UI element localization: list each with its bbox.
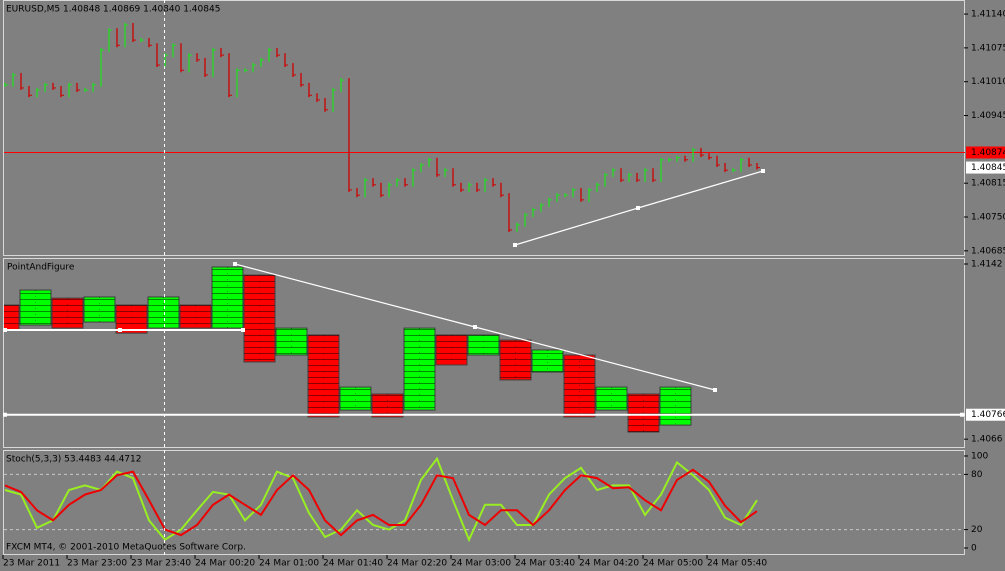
pnf-column-boxes bbox=[244, 275, 275, 362]
y-tick-label: 1.40685 bbox=[971, 246, 1005, 256]
trend-handle[interactable] bbox=[513, 243, 517, 247]
stoch-line bbox=[4, 468, 758, 537]
x-tick-label: 24 Mar 00:20 bbox=[195, 559, 255, 569]
pnf-column-boxes bbox=[4, 305, 19, 330]
pnf-columns bbox=[4, 266, 965, 433]
pnf-column-boxes bbox=[20, 290, 51, 326]
pnf-level-box bbox=[966, 408, 1005, 421]
pnf-column-boxes bbox=[52, 298, 83, 329]
pnf-column-boxes bbox=[436, 334, 467, 365]
line-handle[interactable] bbox=[241, 328, 245, 332]
last-price-box bbox=[966, 161, 1005, 174]
x-tick-label: 23 Mar 23:00 bbox=[67, 559, 127, 569]
trend-handle[interactable] bbox=[761, 169, 765, 173]
y-tick-label: 1.40750 bbox=[971, 213, 1005, 223]
pnf-column-boxes bbox=[308, 334, 339, 418]
copyright: FXCM MT4, © 2001-2010 MetaQuotes Softwar… bbox=[6, 543, 246, 553]
y-tick-label: 1.4066 bbox=[971, 435, 1003, 445]
pnf-column-boxes bbox=[564, 355, 595, 418]
y-tick-label: 20 bbox=[971, 525, 983, 535]
axes: 1.41140 1.41075 1.41010 1.40945 1.40815 1.407… bbox=[2, 10, 1005, 569]
pnf-column-boxes bbox=[84, 296, 115, 323]
x-tick-label: 24 Mar 03:00 bbox=[451, 559, 511, 569]
stoch-panel-frame bbox=[3, 450, 965, 555]
pnf-column-boxes bbox=[404, 328, 435, 411]
stoch-lines bbox=[4, 456, 965, 543]
pnf-column-boxes bbox=[148, 296, 179, 329]
last-price-label: 1.40845 bbox=[971, 163, 1005, 173]
y-tick-label: 1.41140 bbox=[971, 10, 1005, 20]
x-tick-label: 24 Mar 01:40 bbox=[323, 559, 383, 569]
pnf-column-boxes bbox=[468, 334, 499, 356]
pnf-title: PointAndFigure bbox=[7, 263, 75, 273]
line-handle[interactable] bbox=[118, 328, 122, 332]
y-tick-label: 1.4142 bbox=[971, 259, 1003, 269]
pnf-column-boxes bbox=[596, 387, 627, 411]
symbol-header: EURUSD,M5 1.40848 1.40869 1.40840 1.4084… bbox=[6, 5, 220, 15]
x-tick-label: 23 Mar 2011 bbox=[3, 559, 60, 569]
pnf-column-boxes bbox=[372, 393, 403, 418]
trend-handle[interactable] bbox=[233, 262, 237, 266]
y-tick-label: 1.41010 bbox=[971, 77, 1005, 87]
x-tick-label: 24 Mar 04:20 bbox=[579, 559, 639, 569]
pnf-level-handle bbox=[960, 412, 964, 417]
pnf-column-boxes bbox=[660, 387, 691, 426]
x-tick-label: 24 Mar 01:00 bbox=[259, 559, 319, 569]
price-level-label: 1.40874 bbox=[971, 148, 1005, 158]
line-handle[interactable] bbox=[3, 328, 7, 332]
x-tick-label: 24 Mar 03:40 bbox=[515, 559, 575, 569]
y-tick-label: 0 bbox=[971, 544, 977, 554]
y-tick-label: 100 bbox=[971, 451, 988, 461]
x-tick-label: 24 Mar 05:00 bbox=[643, 559, 703, 569]
price-panel-frame bbox=[3, 0, 965, 256]
y-tick-label: 80 bbox=[971, 470, 983, 480]
pnf-column-boxes bbox=[532, 349, 563, 373]
pnf-column-boxes bbox=[212, 266, 243, 329]
y-tick-label: 1.41075 bbox=[971, 43, 1005, 53]
x-tick-label: 24 Mar 02:20 bbox=[387, 559, 447, 569]
pnf-panel-frame bbox=[3, 258, 965, 448]
trend-handle[interactable] bbox=[473, 325, 477, 329]
price-level-box bbox=[966, 146, 1005, 159]
plot-area bbox=[4, 22, 965, 543]
trend-handle[interactable] bbox=[713, 388, 717, 392]
x-tick-label: 23 Mar 23:40 bbox=[131, 559, 191, 569]
pnf-column-boxes bbox=[500, 340, 531, 380]
trend-handle[interactable] bbox=[636, 206, 640, 210]
pnf-level-label: 1.40766 bbox=[971, 410, 1005, 420]
y-tick-label: 1.40945 bbox=[971, 111, 1005, 121]
x-tick-label: 24 Mar 05:40 bbox=[707, 559, 767, 569]
pnf-level-handle bbox=[3, 412, 7, 417]
stoch-title: Stoch(5,3,3) 53.4483 44.4712 bbox=[6, 455, 141, 465]
pnf-column-boxes bbox=[180, 305, 211, 329]
pnf-column-boxes bbox=[628, 393, 659, 433]
pnf-column-boxes bbox=[340, 387, 371, 411]
pnf-column-boxes bbox=[276, 328, 307, 356]
y-tick-label: 1.40815 bbox=[971, 179, 1005, 189]
